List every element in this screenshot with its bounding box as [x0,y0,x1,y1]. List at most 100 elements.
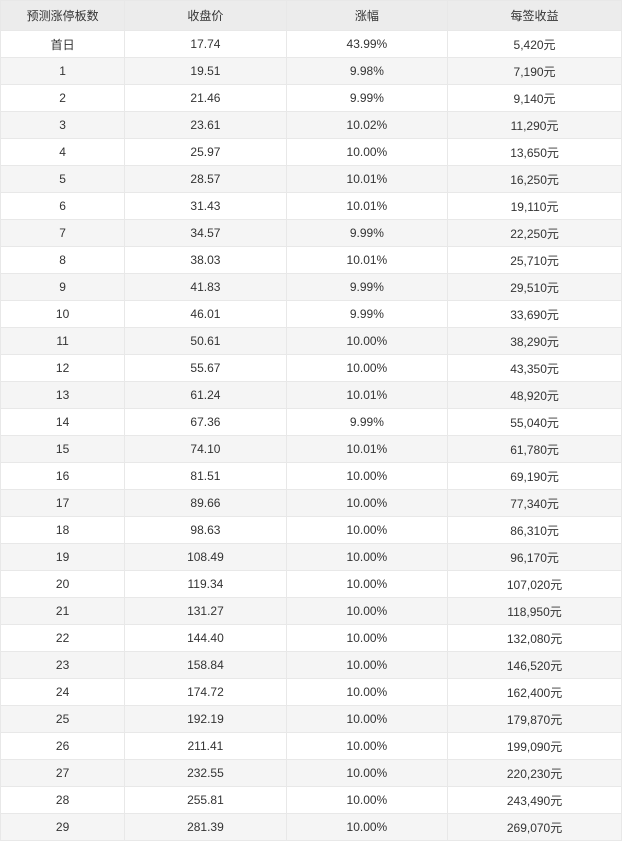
table-row: 941.839.99%29,510元 [1,274,622,301]
cell-change-pct: 10.00% [286,733,447,760]
cell-board-count: 15 [1,436,125,463]
cell-lot-profit: 33,690元 [448,301,622,328]
table-row: 1898.6310.00%86,310元 [1,517,622,544]
cell-lot-profit: 11,290元 [448,112,622,139]
cell-board-count: 28 [1,787,125,814]
cell-close-price: 255.81 [125,787,286,814]
cell-close-price: 119.34 [125,571,286,598]
cell-close-price: 81.51 [125,463,286,490]
cell-board-count: 29 [1,814,125,841]
cell-close-price: 74.10 [125,436,286,463]
cell-change-pct: 10.00% [286,355,447,382]
cell-lot-profit: 269,070元 [448,814,622,841]
table-row: 29281.3910.00%269,070元 [1,814,622,841]
cell-change-pct: 10.00% [286,625,447,652]
cell-lot-profit: 48,920元 [448,382,622,409]
cell-change-pct: 10.01% [286,436,447,463]
cell-close-price: 158.84 [125,652,286,679]
cell-change-pct: 10.00% [286,679,447,706]
cell-board-count: 11 [1,328,125,355]
cell-change-pct: 10.00% [286,463,447,490]
col-header-board-count: 预测涨停板数 [1,1,125,31]
table-row: 首日17.7443.99%5,420元 [1,31,622,58]
cell-close-price: 23.61 [125,112,286,139]
table-row: 734.579.99%22,250元 [1,220,622,247]
cell-change-pct: 9.99% [286,274,447,301]
cell-change-pct: 9.99% [286,220,447,247]
cell-change-pct: 9.99% [286,85,447,112]
cell-change-pct: 10.02% [286,112,447,139]
cell-close-price: 98.63 [125,517,286,544]
cell-board-count: 10 [1,301,125,328]
table-row: 26211.4110.00%199,090元 [1,733,622,760]
cell-close-price: 21.46 [125,85,286,112]
cell-lot-profit: 13,650元 [448,139,622,166]
cell-board-count: 5 [1,166,125,193]
cell-board-count: 21 [1,598,125,625]
cell-board-count: 首日 [1,31,125,58]
table-row: 22144.4010.00%132,080元 [1,625,622,652]
cell-board-count: 23 [1,652,125,679]
cell-close-price: 89.66 [125,490,286,517]
table-row: 221.469.99%9,140元 [1,85,622,112]
col-header-change-pct: 涨幅 [286,1,447,31]
cell-lot-profit: 243,490元 [448,787,622,814]
table-row: 23158.8410.00%146,520元 [1,652,622,679]
cell-lot-profit: 19,110元 [448,193,622,220]
cell-close-price: 46.01 [125,301,286,328]
cell-change-pct: 10.00% [286,517,447,544]
cell-close-price: 50.61 [125,328,286,355]
cell-change-pct: 10.00% [286,652,447,679]
cell-board-count: 12 [1,355,125,382]
cell-board-count: 2 [1,85,125,112]
table-row: 1681.5110.00%69,190元 [1,463,622,490]
cell-board-count: 14 [1,409,125,436]
cell-lot-profit: 61,780元 [448,436,622,463]
cell-lot-profit: 55,040元 [448,409,622,436]
cell-lot-profit: 118,950元 [448,598,622,625]
cell-board-count: 6 [1,193,125,220]
cell-close-price: 61.24 [125,382,286,409]
table-row: 1467.369.99%55,040元 [1,409,622,436]
cell-close-price: 25.97 [125,139,286,166]
table-row: 838.0310.01%25,710元 [1,247,622,274]
cell-board-count: 24 [1,679,125,706]
cell-lot-profit: 25,710元 [448,247,622,274]
cell-close-price: 41.83 [125,274,286,301]
cell-lot-profit: 199,090元 [448,733,622,760]
cell-lot-profit: 107,020元 [448,571,622,598]
cell-board-count: 13 [1,382,125,409]
cell-change-pct: 10.00% [286,571,447,598]
cell-lot-profit: 77,340元 [448,490,622,517]
cell-lot-profit: 38,290元 [448,328,622,355]
table-row: 21131.2710.00%118,950元 [1,598,622,625]
cell-lot-profit: 146,520元 [448,652,622,679]
table-row: 1046.019.99%33,690元 [1,301,622,328]
cell-board-count: 3 [1,112,125,139]
cell-board-count: 4 [1,139,125,166]
cell-close-price: 67.36 [125,409,286,436]
cell-close-price: 28.57 [125,166,286,193]
col-header-close-price: 收盘价 [125,1,286,31]
cell-close-price: 55.67 [125,355,286,382]
cell-board-count: 20 [1,571,125,598]
cell-change-pct: 10.00% [286,787,447,814]
table-row: 28255.8110.00%243,490元 [1,787,622,814]
table-row: 1574.1010.01%61,780元 [1,436,622,463]
cell-lot-profit: 86,310元 [448,517,622,544]
cell-close-price: 144.40 [125,625,286,652]
cell-board-count: 19 [1,544,125,571]
cell-board-count: 7 [1,220,125,247]
cell-lot-profit: 5,420元 [448,31,622,58]
cell-change-pct: 9.98% [286,58,447,85]
cell-board-count: 18 [1,517,125,544]
table-row: 1150.6110.00%38,290元 [1,328,622,355]
table-row: 323.6110.02%11,290元 [1,112,622,139]
cell-lot-profit: 43,350元 [448,355,622,382]
cell-close-price: 17.74 [125,31,286,58]
cell-change-pct: 43.99% [286,31,447,58]
cell-board-count: 25 [1,706,125,733]
cell-board-count: 26 [1,733,125,760]
cell-change-pct: 9.99% [286,409,447,436]
table-row: 19108.4910.00%96,170元 [1,544,622,571]
